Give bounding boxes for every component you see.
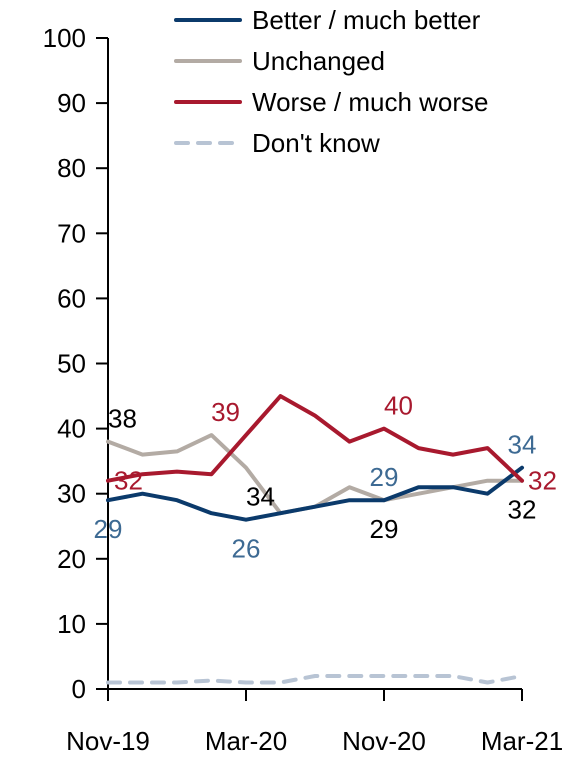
legend: Better / much better Unchanged Worse / muc… bbox=[174, 5, 488, 158]
x-tick-label: Nov-19 bbox=[66, 726, 150, 756]
data-label: 29 bbox=[370, 514, 399, 544]
x-tick-label: Mar-21 bbox=[481, 726, 563, 756]
data-label: 29 bbox=[370, 462, 399, 492]
data-label: 38 bbox=[108, 404, 137, 434]
y-tick-label: 0 bbox=[72, 674, 86, 704]
series-line-2 bbox=[106, 394, 524, 483]
legend-label: Unchanged bbox=[252, 46, 385, 76]
series-line-3 bbox=[106, 674, 524, 685]
data-label: 26 bbox=[232, 534, 261, 564]
series-line-0 bbox=[106, 465, 524, 522]
x-tick-label: Nov-20 bbox=[342, 726, 426, 756]
data-label: 34 bbox=[508, 430, 537, 460]
y-tick-label: 30 bbox=[57, 479, 86, 509]
data-label: 29 bbox=[94, 514, 123, 544]
y-tick-label: 40 bbox=[57, 414, 86, 444]
y-tick-label: 90 bbox=[57, 88, 86, 118]
y-tick-label: 70 bbox=[57, 218, 86, 248]
data-label: 39 bbox=[211, 397, 240, 427]
data-label: 40 bbox=[384, 391, 413, 421]
data-label: 34 bbox=[246, 482, 275, 512]
y-tick-label: 100 bbox=[43, 23, 86, 53]
chart-axes: 0 10 20 30 40 50 60 70 80 90 100 Nov-19 Mar-20 Nov-20… bbox=[43, 23, 564, 756]
data-label: 32 bbox=[528, 466, 557, 496]
legend-label: Better / much better bbox=[252, 5, 481, 35]
legend-label: Worse / much worse bbox=[252, 87, 488, 117]
y-tick-label: 60 bbox=[57, 283, 86, 313]
x-tick-label: Mar-20 bbox=[205, 726, 287, 756]
series-line-1 bbox=[106, 433, 524, 516]
data-label: 32 bbox=[508, 495, 537, 525]
data-label: 32 bbox=[114, 466, 143, 496]
y-tick-label: 20 bbox=[57, 544, 86, 574]
y-tick-label: 10 bbox=[57, 609, 86, 639]
series-lines bbox=[106, 394, 524, 685]
y-tick-label: 80 bbox=[57, 153, 86, 183]
legend-label: Don't know bbox=[252, 128, 380, 158]
y-tick-label: 50 bbox=[57, 349, 86, 379]
